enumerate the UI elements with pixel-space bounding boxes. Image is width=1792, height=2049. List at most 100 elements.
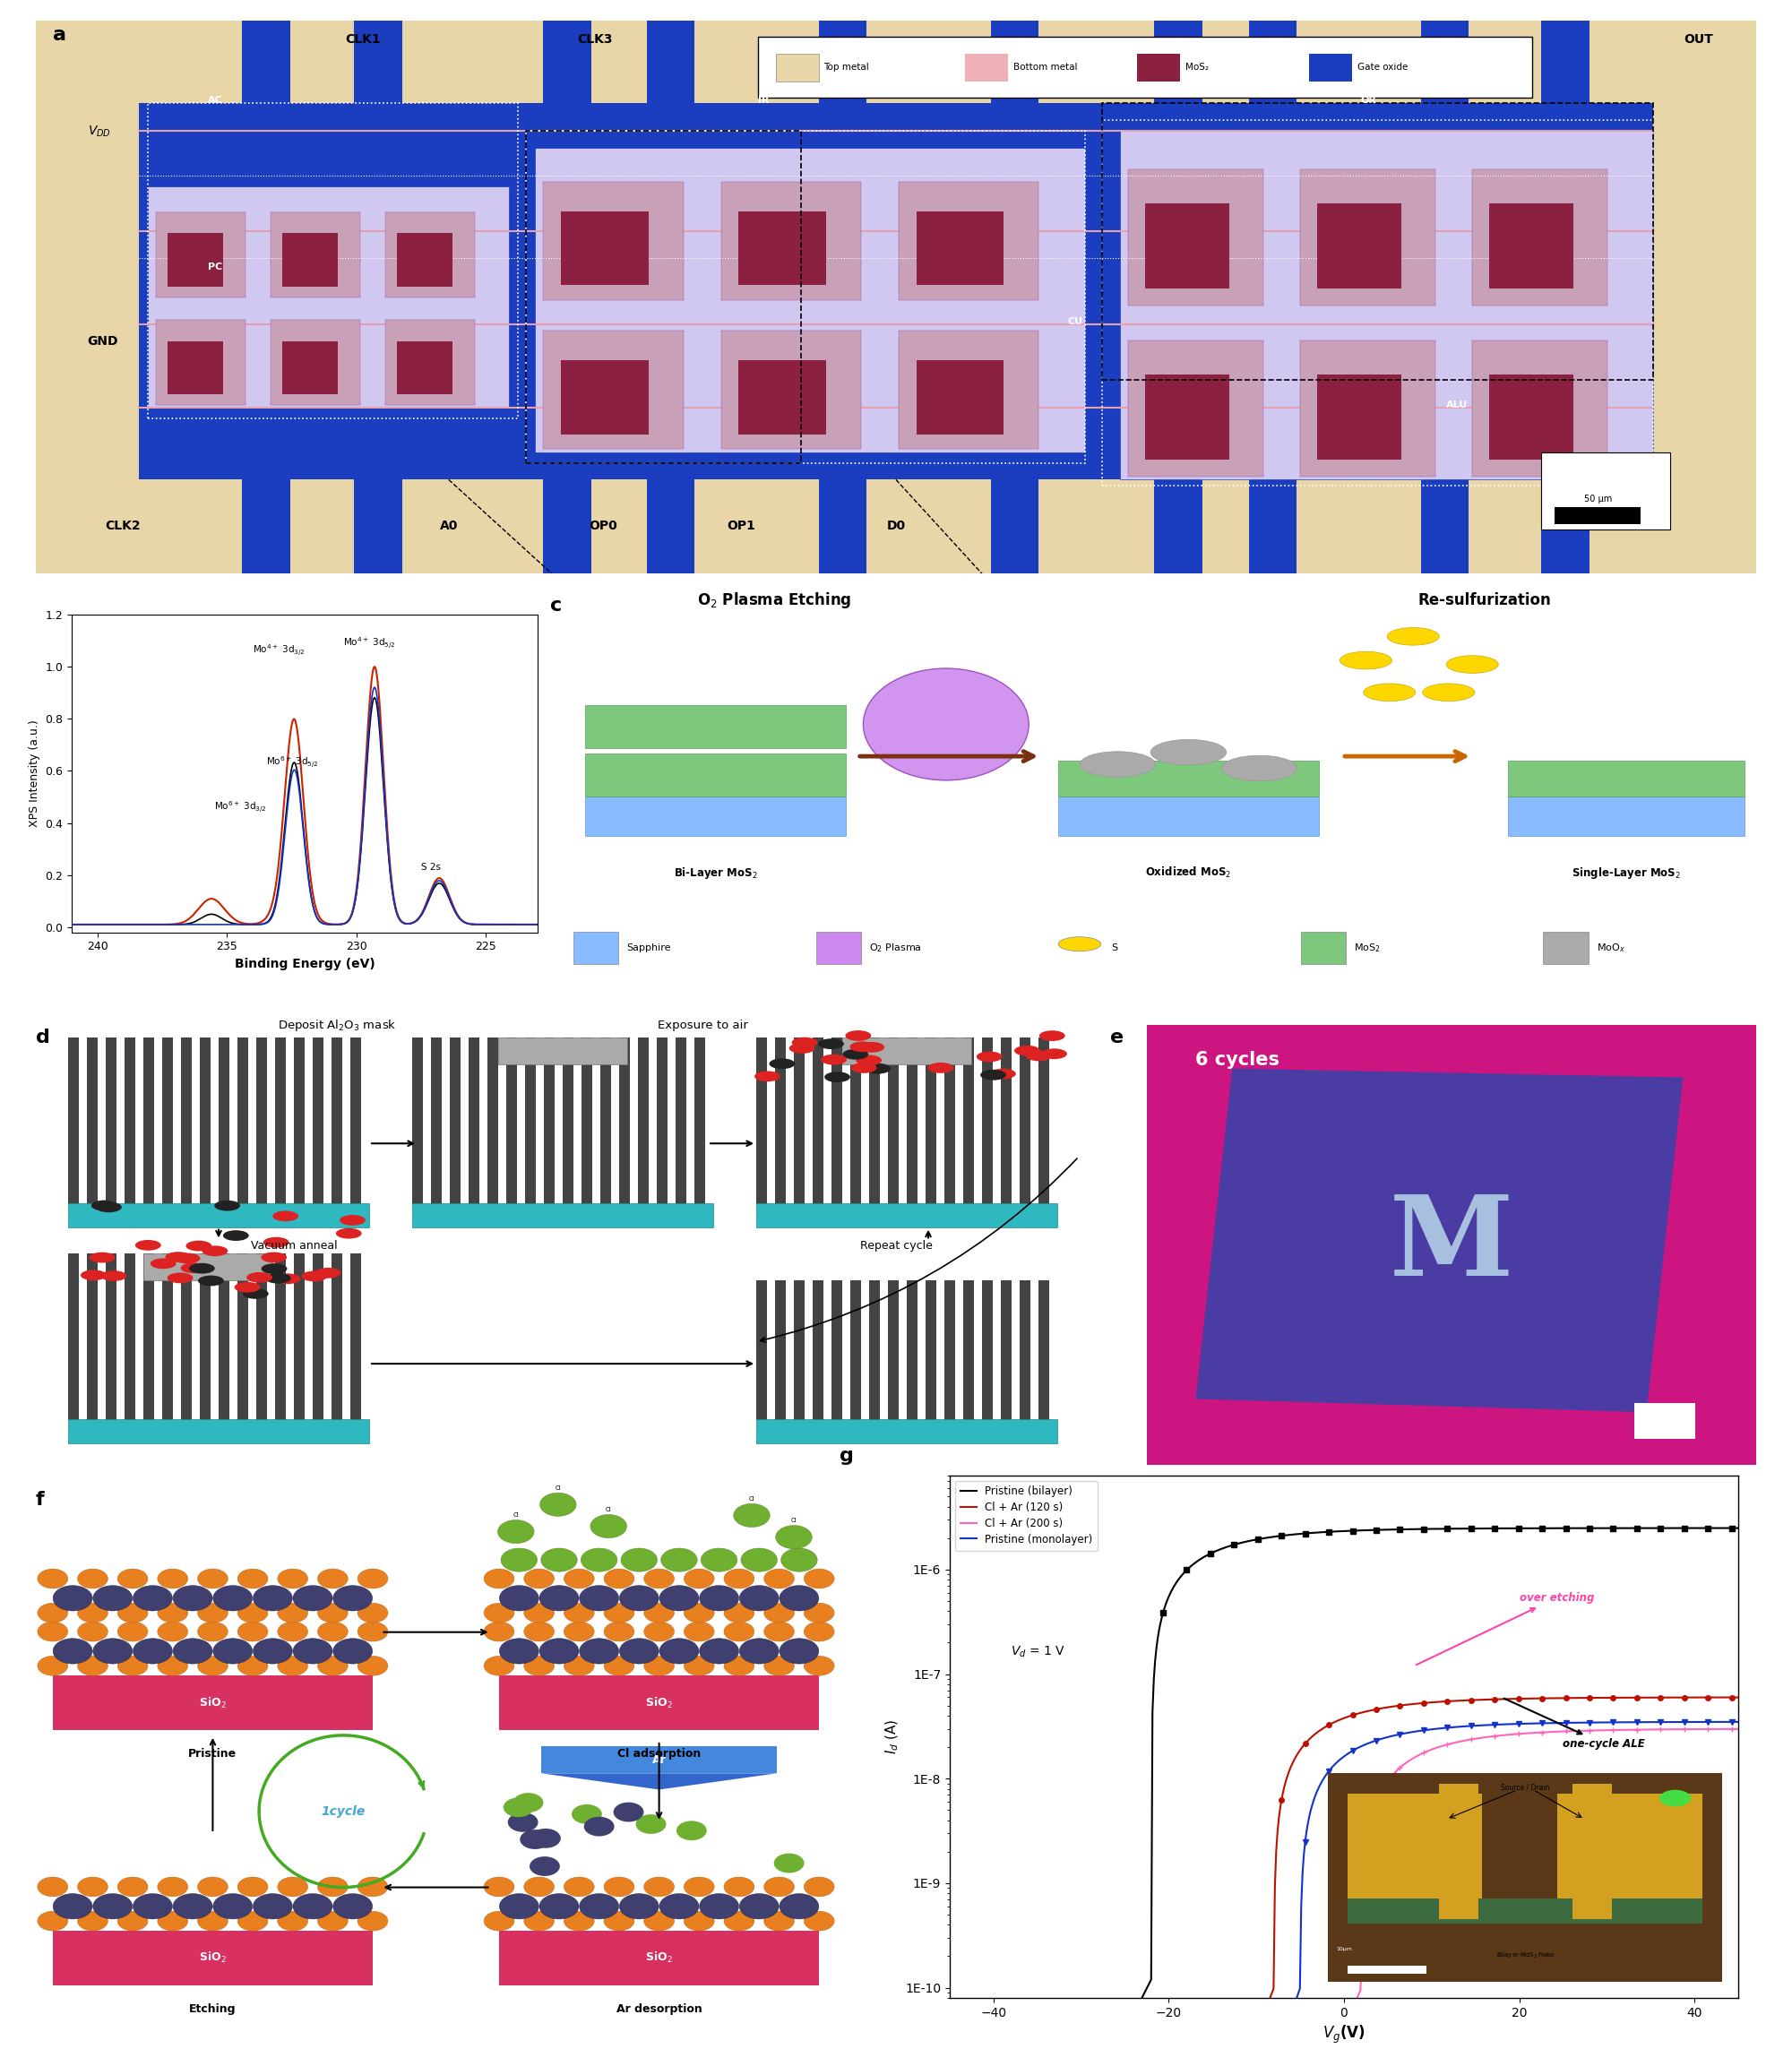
Circle shape: [118, 1912, 149, 1930]
Text: Oxidized MoS$_2$: Oxidized MoS$_2$: [1145, 865, 1231, 879]
Bar: [498, 1676, 819, 1729]
Circle shape: [165, 1252, 192, 1262]
Circle shape: [263, 1238, 289, 1248]
Cl + Ar (200 s): [1079, 2006, 1100, 2031]
Circle shape: [780, 1639, 819, 1664]
Text: CLK2: CLK2: [104, 520, 140, 533]
Bar: [738, 361, 826, 434]
Circle shape: [530, 1856, 559, 1877]
Circle shape: [763, 1912, 794, 1930]
Circle shape: [584, 1817, 615, 1836]
Circle shape: [358, 1912, 387, 1930]
Circle shape: [253, 1639, 292, 1664]
Bar: [52, 1930, 373, 1985]
Bar: [545, 1037, 554, 1205]
Text: Mo$^{6+}$ 3d$_{5/2}$: Mo$^{6+}$ 3d$_{5/2}$: [265, 754, 319, 770]
Pristine (monolayer): [1142, 2006, 1163, 2031]
Circle shape: [93, 1639, 133, 1664]
Circle shape: [858, 1043, 885, 1053]
Bar: [869, 1037, 880, 1205]
Circle shape: [222, 1229, 249, 1242]
Text: SiO$_2$: SiO$_2$: [645, 1951, 672, 1965]
Circle shape: [301, 1270, 328, 1281]
Bar: [1039, 1281, 1048, 1422]
Circle shape: [197, 1912, 228, 1930]
Circle shape: [676, 1822, 706, 1840]
Circle shape: [763, 1656, 794, 1676]
Circle shape: [620, 1893, 659, 1920]
Bar: [143, 1037, 154, 1205]
Text: Re-sulfurization: Re-sulfurization: [1417, 592, 1550, 609]
Circle shape: [242, 1289, 269, 1299]
Circle shape: [197, 1656, 228, 1676]
Y-axis label: $I_d$ (A): $I_d$ (A): [883, 1719, 900, 1754]
Bar: [256, 1037, 267, 1205]
Bar: [355, 20, 401, 574]
Bar: [758, 37, 1532, 98]
Bar: [143, 1254, 154, 1422]
Bar: [944, 1037, 955, 1205]
Circle shape: [500, 1586, 539, 1611]
Bar: [851, 1281, 860, 1422]
Circle shape: [539, 1586, 579, 1611]
Circle shape: [604, 1623, 634, 1641]
Text: over etching: over etching: [1416, 1592, 1593, 1664]
Text: SiO$_2$: SiO$_2$: [199, 1951, 226, 1965]
Circle shape: [317, 1877, 348, 1897]
Bar: [507, 1037, 516, 1205]
Circle shape: [317, 1602, 348, 1623]
Text: OR: OR: [1360, 96, 1376, 104]
Bar: [181, 1254, 192, 1422]
Bar: [1317, 203, 1401, 289]
Bar: [1301, 932, 1346, 963]
Bar: [647, 20, 695, 574]
Circle shape: [792, 1037, 817, 1047]
Circle shape: [613, 1803, 643, 1822]
Bar: [756, 1281, 767, 1422]
Circle shape: [38, 1602, 68, 1623]
Circle shape: [849, 1041, 876, 1051]
Circle shape: [174, 1254, 201, 1264]
Circle shape: [1446, 656, 1498, 674]
Bar: [982, 1281, 993, 1422]
Circle shape: [317, 1570, 348, 1588]
Circle shape: [197, 1877, 228, 1897]
Circle shape: [253, 1893, 292, 1920]
Circle shape: [699, 1586, 738, 1611]
Circle shape: [1423, 684, 1475, 701]
Circle shape: [643, 1656, 674, 1676]
Text: 50 μm: 50 μm: [1584, 494, 1611, 504]
Bar: [450, 1037, 461, 1205]
Circle shape: [186, 1240, 211, 1252]
Circle shape: [158, 1912, 188, 1930]
Pristine (monolayer): [1079, 2006, 1100, 2031]
Cl + Ar (200 s): [939, 2006, 961, 2031]
Circle shape: [564, 1912, 595, 1930]
Circle shape: [158, 1656, 188, 1676]
Bar: [774, 1037, 785, 1205]
Text: e: e: [1111, 1029, 1124, 1047]
Bar: [237, 1254, 247, 1422]
Bar: [907, 1037, 918, 1205]
Circle shape: [1041, 1049, 1066, 1059]
Bar: [412, 1037, 423, 1205]
Text: CLK3: CLK3: [577, 33, 613, 45]
Bar: [125, 1254, 134, 1422]
Bar: [106, 1037, 116, 1205]
Pristine (bilayer): [1403, 1516, 1425, 1541]
Circle shape: [685, 1912, 715, 1930]
Circle shape: [1014, 1045, 1039, 1055]
Circle shape: [262, 1264, 287, 1274]
Circle shape: [1059, 936, 1100, 951]
Circle shape: [564, 1623, 595, 1641]
Bar: [1154, 20, 1202, 574]
Circle shape: [358, 1602, 387, 1623]
Circle shape: [174, 1639, 213, 1664]
Text: Deposit Al$_2$O$_3$ mask: Deposit Al$_2$O$_3$ mask: [278, 1018, 396, 1033]
Text: Exposure to air: Exposure to air: [658, 1020, 747, 1031]
Circle shape: [181, 1262, 206, 1272]
Legend: Pristine (bilayer), Cl + Ar (120 s), Cl + Ar (200 s), Pristine (monolayer): Pristine (bilayer), Cl + Ar (120 s), Cl …: [955, 1481, 1098, 1551]
Circle shape: [590, 1514, 627, 1539]
Text: S: S: [1111, 945, 1118, 953]
Pristine (monolayer): [1532, 1711, 1554, 1736]
